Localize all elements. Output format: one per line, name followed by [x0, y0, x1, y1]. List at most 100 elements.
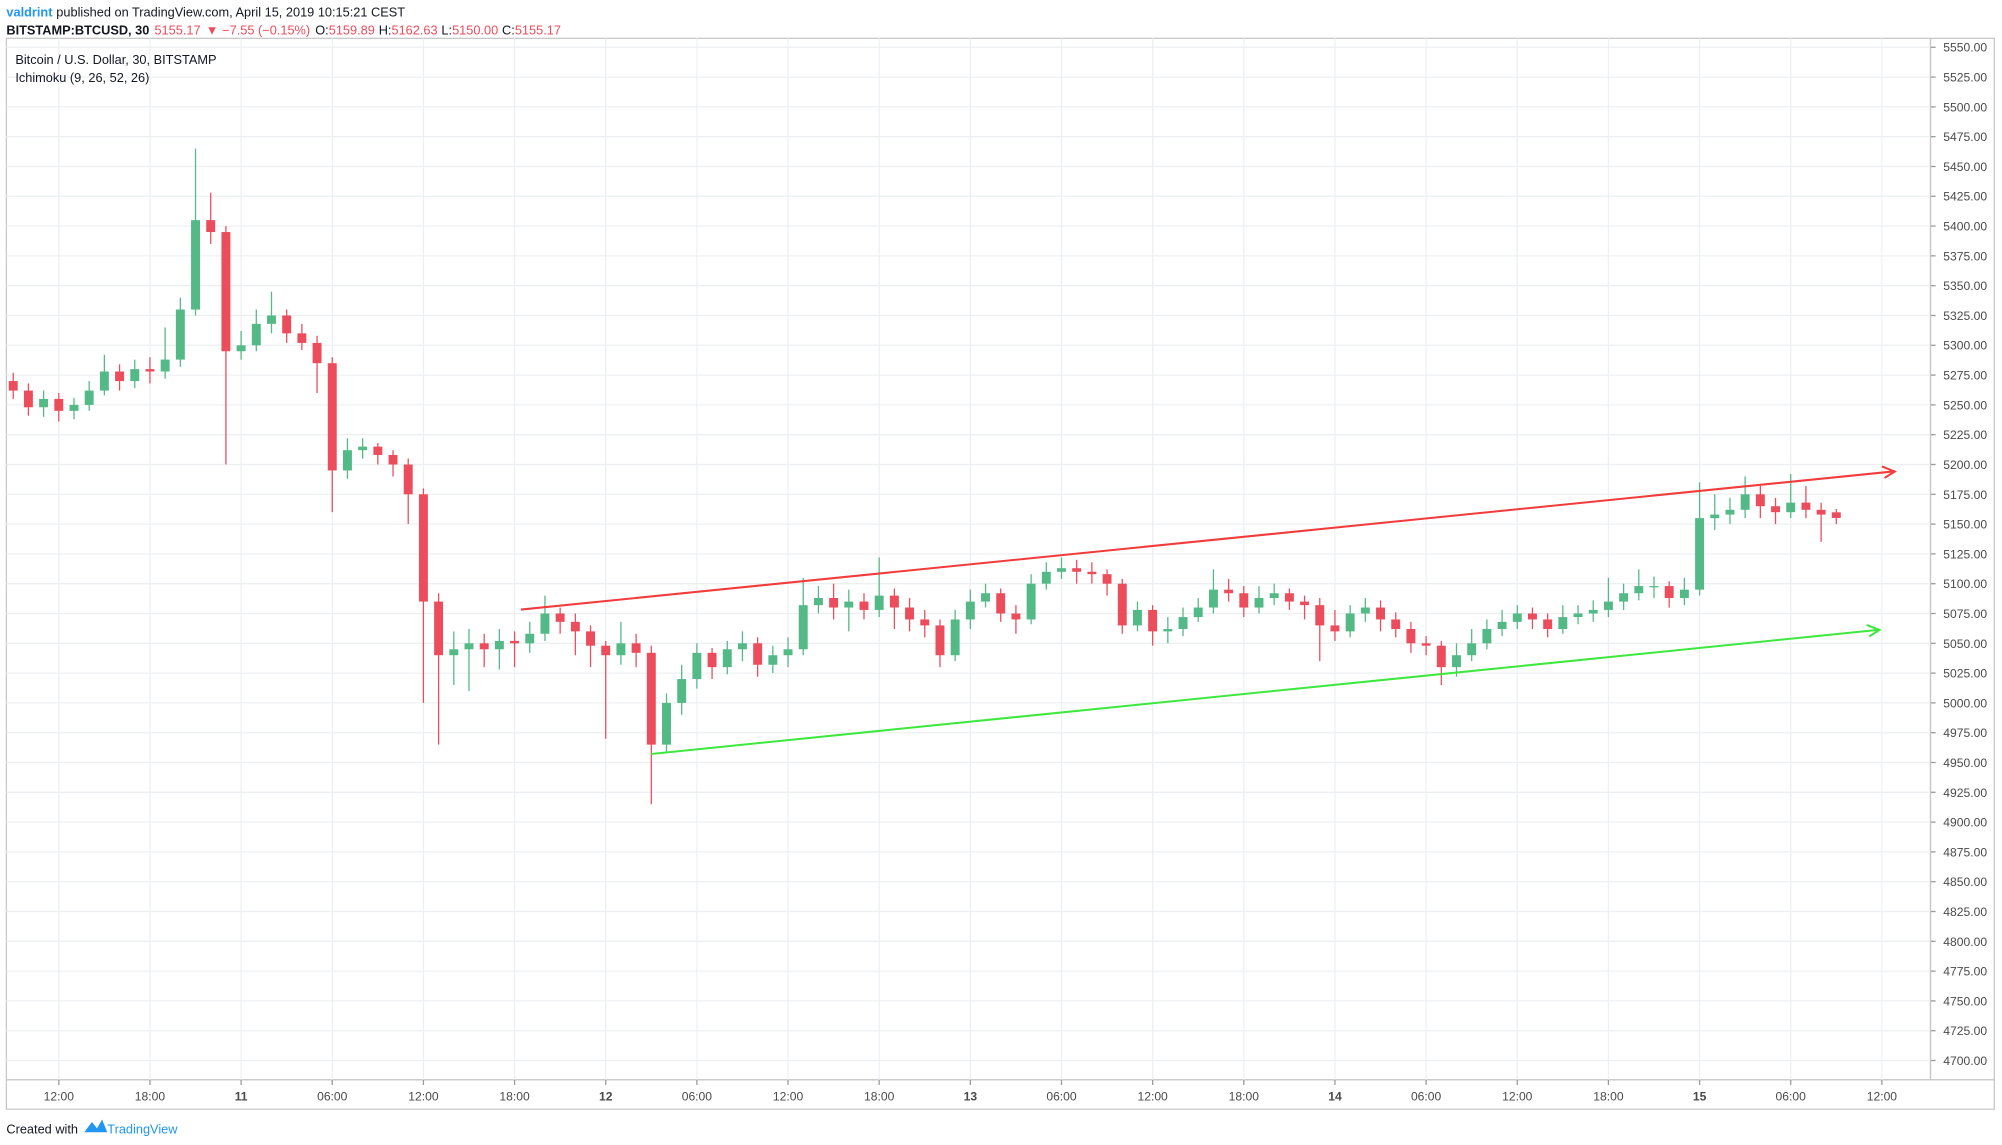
- y-tick-label: 4800.00: [1943, 935, 1987, 949]
- y-tick-label: 5500.00: [1943, 100, 1987, 114]
- candle-body: [1543, 619, 1553, 629]
- candle-body: [1148, 609, 1158, 632]
- candle-body: [753, 643, 763, 665]
- candle-body: [1132, 609, 1142, 626]
- candle-body: [737, 643, 747, 650]
- candle-body: [1816, 509, 1826, 515]
- candle-body: [8, 381, 18, 391]
- candle-body: [1588, 609, 1598, 614]
- candle-body: [236, 345, 246, 352]
- candle-body: [130, 369, 140, 382]
- candle-body: [1634, 586, 1644, 594]
- candle-body: [510, 640, 520, 644]
- candle-body: [1619, 593, 1629, 602]
- candle-body: [1558, 617, 1568, 629]
- ohlc-label: H:: [379, 22, 392, 37]
- candle-body: [99, 371, 109, 391]
- y-tick-label: 5050.00: [1943, 637, 1987, 651]
- candle-body: [1087, 571, 1097, 575]
- x-tick-label: 15: [1693, 1089, 1707, 1103]
- candle-body: [115, 371, 125, 382]
- candle-body: [1771, 506, 1781, 513]
- y-tick-label: 4750.00: [1943, 994, 1987, 1008]
- x-tick-label: 12:00: [1867, 1089, 1898, 1103]
- y-tick-label: 4950.00: [1943, 756, 1987, 770]
- y-tick-label: 5125.00: [1943, 547, 1987, 561]
- resistance-arrow: [1881, 465, 1897, 479]
- y-tick-label: 5025.00: [1943, 667, 1987, 681]
- candle-body: [1391, 619, 1401, 629]
- candle-body: [1239, 593, 1249, 608]
- candle-body: [69, 404, 79, 411]
- ohlc-value: 5162.63: [391, 22, 437, 37]
- y-tick-label: 5200.00: [1943, 458, 1987, 472]
- candle-body: [525, 633, 535, 644]
- candle-body: [312, 342, 322, 364]
- candle-body: [342, 450, 352, 471]
- candle-body: [889, 595, 899, 608]
- y-tick-label: 5375.00: [1943, 249, 1987, 263]
- x-tick-label: 12:00: [44, 1089, 75, 1103]
- candle-body: [1710, 514, 1720, 519]
- candle-body: [813, 598, 823, 606]
- candle-body: [1345, 613, 1355, 632]
- last-price: 5155.17: [154, 22, 200, 37]
- candle-body: [1603, 601, 1613, 610]
- candle-body: [1452, 655, 1461, 668]
- x-tick-label: 11: [235, 1089, 248, 1103]
- change: −7.55 (−0.15%): [222, 22, 310, 37]
- candle-body: [1224, 589, 1234, 594]
- x-tick-label: 14: [1328, 1089, 1342, 1103]
- y-tick-label: 5525.00: [1943, 71, 1987, 85]
- candle-body: [950, 619, 960, 656]
- candle-body: [631, 643, 641, 653]
- y-tick-label: 5325.00: [1943, 309, 1987, 323]
- x-tick-label: 06:00: [1411, 1089, 1442, 1103]
- published: published on TradingView.com, April 15, …: [56, 5, 405, 20]
- candle-body: [434, 601, 444, 656]
- candle-body: [1269, 593, 1279, 599]
- candle-body: [1102, 574, 1112, 584]
- candle-body: [1573, 613, 1583, 618]
- y-tick-label: 5100.00: [1943, 577, 1987, 591]
- y-tick-label: 4775.00: [1943, 965, 1987, 979]
- y-tick-label: 5475.00: [1943, 130, 1987, 144]
- candle-body: [1755, 494, 1765, 507]
- candle-body: [1527, 613, 1537, 620]
- y-tick-label: 5250.00: [1943, 398, 1987, 412]
- candle-body: [191, 220, 200, 310]
- y-tick-label: 5275.00: [1943, 369, 1987, 383]
- candle-body: [570, 621, 580, 632]
- y-tick-label: 5450.00: [1943, 160, 1987, 174]
- candle-body: [175, 309, 185, 360]
- candle-body: [1831, 512, 1841, 518]
- candle-body: [1497, 621, 1507, 629]
- chart-title: Bitcoin / U.S. Dollar, 30, BITSTAMP: [15, 52, 216, 67]
- candle-body: [1740, 494, 1750, 510]
- symbol-line: BITSTAMP:BTCUSD, 30 5155.17 ▼ −7.55 (−0.15%…: [6, 22, 561, 37]
- y-tick-label: 4975.00: [1943, 726, 1987, 740]
- candle-body: [1300, 601, 1310, 606]
- candle-body: [981, 593, 991, 602]
- user[interactable]: valdrint: [6, 5, 53, 20]
- candle-body: [1436, 645, 1446, 668]
- grid: 5550.00 5525.00 5500.00 5475.00 5450.00 5425.…: [6, 38, 1987, 1103]
- candle-body: [1254, 598, 1264, 608]
- x-tick-label: 06:00: [1046, 1089, 1077, 1103]
- candle-body: [1406, 628, 1416, 644]
- candle-body: [479, 643, 489, 650]
- candle-body: [965, 601, 975, 620]
- x-tick-label: 18:00: [864, 1089, 895, 1103]
- candle-body: [1376, 607, 1386, 620]
- x-tick-label: 12:00: [1502, 1089, 1533, 1103]
- candle-body: [145, 369, 155, 372]
- x-tick-label: 18:00: [1593, 1089, 1624, 1103]
- ohlc-value: 5155.17: [515, 22, 561, 37]
- y-tick-label: 5225.00: [1943, 428, 1987, 442]
- x-tick-label: 18:00: [1229, 1089, 1260, 1103]
- footer-brand[interactable]: TradingView: [107, 1121, 178, 1136]
- candle-body: [1163, 628, 1173, 632]
- candle-body: [905, 607, 915, 620]
- candle-body: [54, 398, 64, 411]
